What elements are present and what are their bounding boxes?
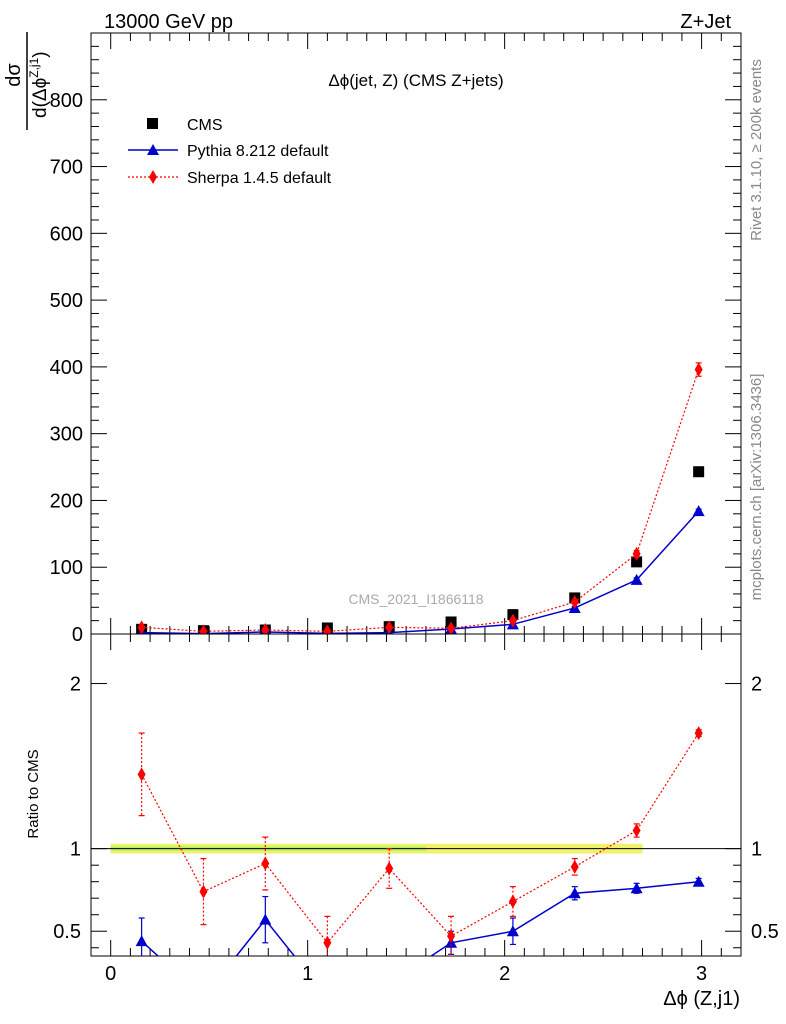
main-sherpa-line xyxy=(141,369,700,632)
ratio-pythia-point xyxy=(259,913,272,925)
ratio-sherpa-point xyxy=(632,823,641,838)
ylabel-denominator: d(ΔϕZ,j1) xyxy=(27,51,51,118)
main-y-tick-label: 800 xyxy=(50,90,83,112)
ratio-sherpa-point xyxy=(137,767,146,782)
main-sherpa-point xyxy=(570,594,579,609)
legend-cms-marker xyxy=(147,118,158,129)
main-y-axis-label: dσ d(ΔϕZ,j1) xyxy=(3,32,51,130)
main-sherpa-point xyxy=(694,362,703,377)
ratio-sherpa-line xyxy=(141,732,700,944)
ratio-pythia-point xyxy=(321,991,333,1002)
process-label: Z+Jet xyxy=(680,11,731,33)
ratio-sherpa-point xyxy=(261,856,270,871)
x-tick-label: 2 xyxy=(499,963,510,985)
main-y-tick-label: 500 xyxy=(50,290,83,312)
side-label-bottom: mcplots.cern.ch [arXiv:1306.3436] xyxy=(748,374,765,601)
ratio-sherpa-point xyxy=(199,884,208,899)
x-tick-label: 0 xyxy=(105,963,116,985)
main-y-tick-label: 0 xyxy=(72,624,83,646)
ylabel-denominator-close: ) xyxy=(30,51,51,57)
main-sherpa-point xyxy=(199,624,208,634)
ratio-pythia-point xyxy=(506,925,519,937)
energy-label: 13000 GeV pp xyxy=(104,11,233,33)
ratio-sherpa-point xyxy=(385,861,394,876)
legend-sherpa-marker xyxy=(149,170,157,184)
main-y-tick-labels: 0 100 200 300 400 500 600 700 800 xyxy=(50,90,83,646)
watermark: CMS_2021_I1866118 xyxy=(348,591,483,607)
ratio-y-tick-label-right: 2 xyxy=(751,674,762,696)
ylabel-denominator-super: Z,j1 xyxy=(27,57,41,77)
main-y-tick-label: 200 xyxy=(50,490,83,512)
legend-cms-label: CMS xyxy=(187,117,223,134)
main-pythia-point xyxy=(692,505,705,517)
main-sherpa-point xyxy=(447,621,456,634)
legend-sherpa-label: Sherpa 1.4.5 default xyxy=(187,170,332,187)
ratio-y-tick-label-left: 2 xyxy=(70,674,81,696)
legend-pythia-marker xyxy=(147,144,159,155)
side-label-top: Rivet 3.1.10, ≥ 200k events xyxy=(748,59,765,241)
main-y-tick-label: 100 xyxy=(50,557,83,579)
ratio-axis-ticks xyxy=(91,634,742,956)
ratio-pythia-point xyxy=(197,991,209,1002)
main-sherpa-point xyxy=(261,622,270,634)
ratio-y-axis-label: Ratio to CMS xyxy=(25,749,42,838)
legend-pythia-label: Pythia 8.212 default xyxy=(187,143,329,160)
ratio-panel-frame xyxy=(90,633,742,957)
main-y-tick-label: 400 xyxy=(50,357,83,379)
ratio-uncertainty-band xyxy=(91,843,741,854)
x-tick-label: 3 xyxy=(696,963,707,985)
legend: CMS Pythia 8.212 default Sherpa 1.4.5 de… xyxy=(128,117,332,187)
main-sherpa-point xyxy=(137,620,146,634)
main-cms-point xyxy=(631,556,643,568)
main-y-tick-label: 300 xyxy=(50,424,83,446)
ratio-sherpa-point xyxy=(323,935,332,950)
ratio-y-tick-label-right: 0.5 xyxy=(751,921,779,943)
ylabel-denominator-base: d(Δϕ xyxy=(30,78,51,118)
ratio-pythia-line xyxy=(141,880,699,956)
legend-entry-cms: CMS xyxy=(147,117,223,134)
ratio-pythia-point xyxy=(568,887,581,899)
main-pythia-line xyxy=(141,510,700,634)
main-y-tick-label: 700 xyxy=(50,157,83,179)
ratio-sherpa-point xyxy=(694,726,703,741)
ratio-tick-labels: 0.5 0.5 1 1 2 2 0 1 2 3 xyxy=(53,674,779,985)
main-sherpa-point xyxy=(323,624,332,634)
ratio-pythia-point xyxy=(630,882,643,894)
ratio-sherpa-point xyxy=(447,929,456,944)
main-y-tick-label: 600 xyxy=(50,223,83,245)
x-axis-label: Δϕ (Z,j1) xyxy=(663,988,740,1010)
ylabel-numerator: dσ xyxy=(3,63,25,87)
ratio-pythia-point xyxy=(135,935,148,947)
main-sherpa-point xyxy=(385,620,394,634)
plot-title: Δϕ(jet, Z) (CMS Z+jets) xyxy=(328,71,503,90)
main-sherpa-point xyxy=(632,546,641,561)
ratio-y-tick-label-left: 0.5 xyxy=(53,921,81,943)
ratio-sherpa-point xyxy=(508,894,517,909)
x-tick-label: 1 xyxy=(302,963,313,985)
ratio-series-layer xyxy=(135,726,705,1002)
ratio-pythia-point xyxy=(692,875,705,887)
legend-entry-sherpa: Sherpa 1.4.5 default xyxy=(128,170,332,187)
main-sherpa-point xyxy=(508,613,517,628)
ratio-pythia-point xyxy=(383,978,395,989)
ratio-y-tick-label-left: 1 xyxy=(70,839,81,861)
main-pythia-point xyxy=(630,573,643,585)
ratio-y-tick-label-right: 1 xyxy=(751,839,762,861)
legend-entry-pythia: Pythia 8.212 default xyxy=(128,143,329,160)
main-cms-point xyxy=(693,466,705,478)
ratio-sherpa-point xyxy=(570,859,579,874)
